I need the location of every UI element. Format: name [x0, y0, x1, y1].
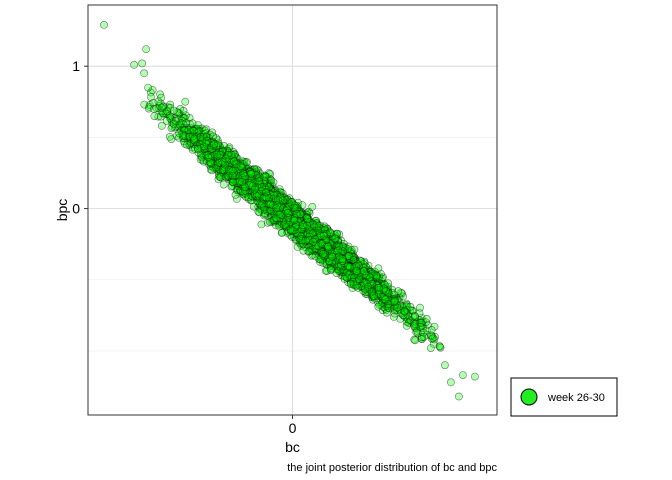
scatter-point — [303, 215, 312, 224]
scatter-point — [400, 307, 409, 316]
scatter-point — [366, 273, 375, 282]
scatter-point — [374, 283, 383, 292]
scatter-point — [247, 169, 255, 178]
scatter-point — [142, 45, 150, 53]
scatter-point — [272, 204, 281, 213]
scatter-point — [435, 342, 444, 351]
scatter-point — [299, 246, 308, 255]
scatter-point — [167, 135, 176, 143]
scatter-point — [258, 199, 267, 208]
scatter-point — [454, 392, 463, 401]
scatter-point — [239, 169, 248, 178]
scatter-point — [440, 361, 449, 370]
scatter-point — [221, 173, 230, 182]
scatter-point — [262, 188, 270, 197]
scatter-point — [410, 311, 419, 320]
scatter-point — [427, 326, 436, 334]
scatter-point — [416, 322, 425, 331]
scatter-point — [374, 302, 383, 311]
chart-caption: the joint posterior distribution of bc a… — [287, 462, 497, 474]
scatter-point — [243, 158, 251, 167]
y-tick-label: 1 — [72, 58, 80, 74]
scatter-point — [140, 100, 149, 109]
y-axis-title: bpc — [54, 199, 70, 222]
legend-label: week 26-30 — [547, 392, 605, 404]
scatter-point — [212, 150, 221, 159]
scatter-point — [188, 119, 197, 128]
scatter-point — [227, 150, 236, 159]
scatter-point — [345, 263, 354, 272]
scatter-point — [283, 208, 292, 217]
x-axis-title: bc — [285, 439, 300, 455]
scatter-point — [319, 250, 327, 258]
scatter-point — [319, 231, 328, 240]
scatter-point — [100, 20, 108, 29]
scatter-point — [301, 236, 310, 245]
scatter-point — [190, 134, 199, 143]
scatter-point — [236, 162, 245, 170]
scatter-point — [250, 185, 259, 194]
scatter-point — [157, 103, 166, 112]
scatter-point — [255, 173, 264, 182]
scatter-point — [338, 257, 347, 265]
scatter-point — [352, 281, 361, 290]
scatter-point — [411, 336, 420, 345]
scatter-point — [204, 153, 213, 162]
legend: week 26-30 — [510, 377, 618, 417]
scatter-point — [422, 314, 431, 323]
scatter-point — [331, 234, 339, 243]
scatter-point — [446, 378, 455, 387]
scatter-point — [352, 266, 361, 275]
scatter-point — [278, 196, 287, 205]
scatter-point — [308, 202, 317, 211]
scatter-point — [208, 166, 216, 175]
scatter-point — [324, 242, 332, 251]
x-tick-label: 0 — [289, 420, 297, 436]
scatter-point — [426, 344, 435, 352]
scatter-point — [169, 106, 178, 115]
scatter-point — [209, 132, 218, 141]
scatter-point — [219, 180, 228, 189]
scatter-point — [162, 117, 171, 125]
scatter-point — [210, 140, 218, 148]
scatter-point — [147, 93, 155, 101]
scatter-point — [393, 303, 401, 312]
scatter-point — [470, 372, 479, 381]
scatter-point — [340, 274, 349, 283]
scatter-point — [228, 166, 237, 175]
scatter-point — [458, 371, 467, 379]
scatter-point — [183, 140, 191, 149]
scatter-point — [238, 178, 247, 186]
data-points — [100, 20, 479, 401]
legend-key-marker — [520, 388, 538, 406]
scatter-point — [130, 60, 138, 69]
scatter-point — [277, 229, 286, 237]
scatter-point — [298, 221, 307, 229]
scatter-point — [326, 266, 335, 274]
scatter-point — [402, 321, 411, 330]
y-tick-label: 0 — [72, 201, 80, 217]
scatter-point — [138, 59, 146, 68]
scatter-point — [150, 112, 159, 120]
scatter-point — [328, 252, 337, 261]
scatter-point — [390, 297, 399, 305]
scatter-point — [171, 117, 180, 125]
scatter-point — [286, 225, 295, 234]
scatter-point — [144, 83, 152, 92]
scatter-point — [290, 216, 299, 225]
scatter-point — [257, 220, 266, 229]
scatter-point — [244, 193, 253, 202]
scatter-point — [364, 282, 372, 291]
scatter-point — [175, 129, 184, 138]
scatter-point — [309, 237, 318, 246]
scatter-point — [214, 158, 223, 167]
scatter-point — [181, 97, 190, 106]
scatter-point — [150, 105, 158, 113]
scatter-point — [229, 178, 237, 186]
scatter-point — [140, 69, 148, 78]
